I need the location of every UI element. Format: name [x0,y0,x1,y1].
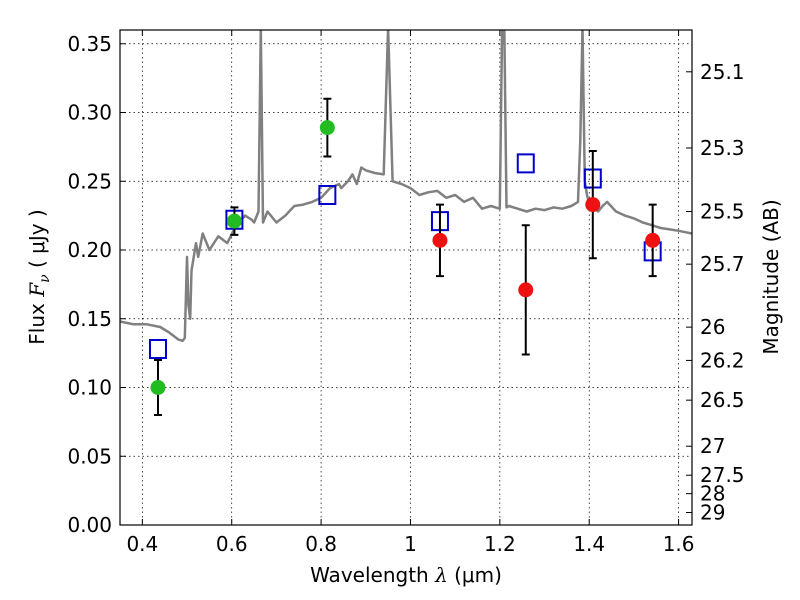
x-tick-label: 0.4 [126,532,158,556]
y2-tick-label: 25.1 [700,60,745,84]
y2-tick-label: 26.2 [700,348,745,372]
observed-flux-point [518,282,534,298]
x-tick-label: 1.4 [573,532,605,556]
y2-tick-label: 26 [700,315,725,339]
model-photometry-marker [148,339,167,359]
y-tick-label: 0.10 [67,376,112,400]
y-tick-label: 0.35 [67,32,112,56]
x-tick-label: 1.2 [484,532,516,556]
observed-flux-point [150,380,166,395]
y-tick-label: 0.05 [67,444,112,468]
y-axis-title: Flux Fν ( μJy ) [25,209,53,344]
y2-axis-title: Magnitude (AB) [759,199,783,354]
y-tick-label: 0.20 [67,238,112,262]
y2-tick-label: 27.5 [700,463,745,487]
observed-flux-point [432,232,448,248]
plot-frame [119,29,693,526]
y-tick-label: 0.15 [67,307,112,331]
grid [120,30,692,526]
y2-tick-label: 25.7 [700,252,745,276]
y-tick-label: 0.00 [67,513,112,537]
model-spectrum-line [120,30,692,343]
x-tick-label: 1.6 [663,532,695,556]
y-tick-label: 0.30 [67,101,112,125]
y2-tick-label: 28 [700,482,725,506]
x-axis-title: Wavelength λ (μm) [310,563,502,587]
observed-flux-point [319,120,335,136]
model-photometry-marker [318,185,337,205]
y2-tick-label: 25.5 [700,200,745,224]
observed-flux-point [645,232,661,248]
axis-ticks: 0.4 0.6 0.8 1 1.2 1.4 1.6 0.00 0.05 0.10 0.15 0.20 0… [67,30,745,556]
y2-tick-label: 29 [700,500,725,524]
model-photometry-marker [516,153,535,174]
plot-area [120,30,692,416]
y-tick-label: 0.25 [67,169,112,193]
observed-flux-point [226,213,242,229]
x-tick-label: 1 [404,532,417,556]
y2-tick-label: 26.5 [700,388,745,412]
x-tick-label: 0.6 [216,532,248,556]
y2-tick-label: 25.3 [700,136,745,160]
x-tick-label: 0.8 [305,532,337,556]
observed-flux-point [585,197,601,213]
y2-tick-label: 27 [700,434,725,458]
